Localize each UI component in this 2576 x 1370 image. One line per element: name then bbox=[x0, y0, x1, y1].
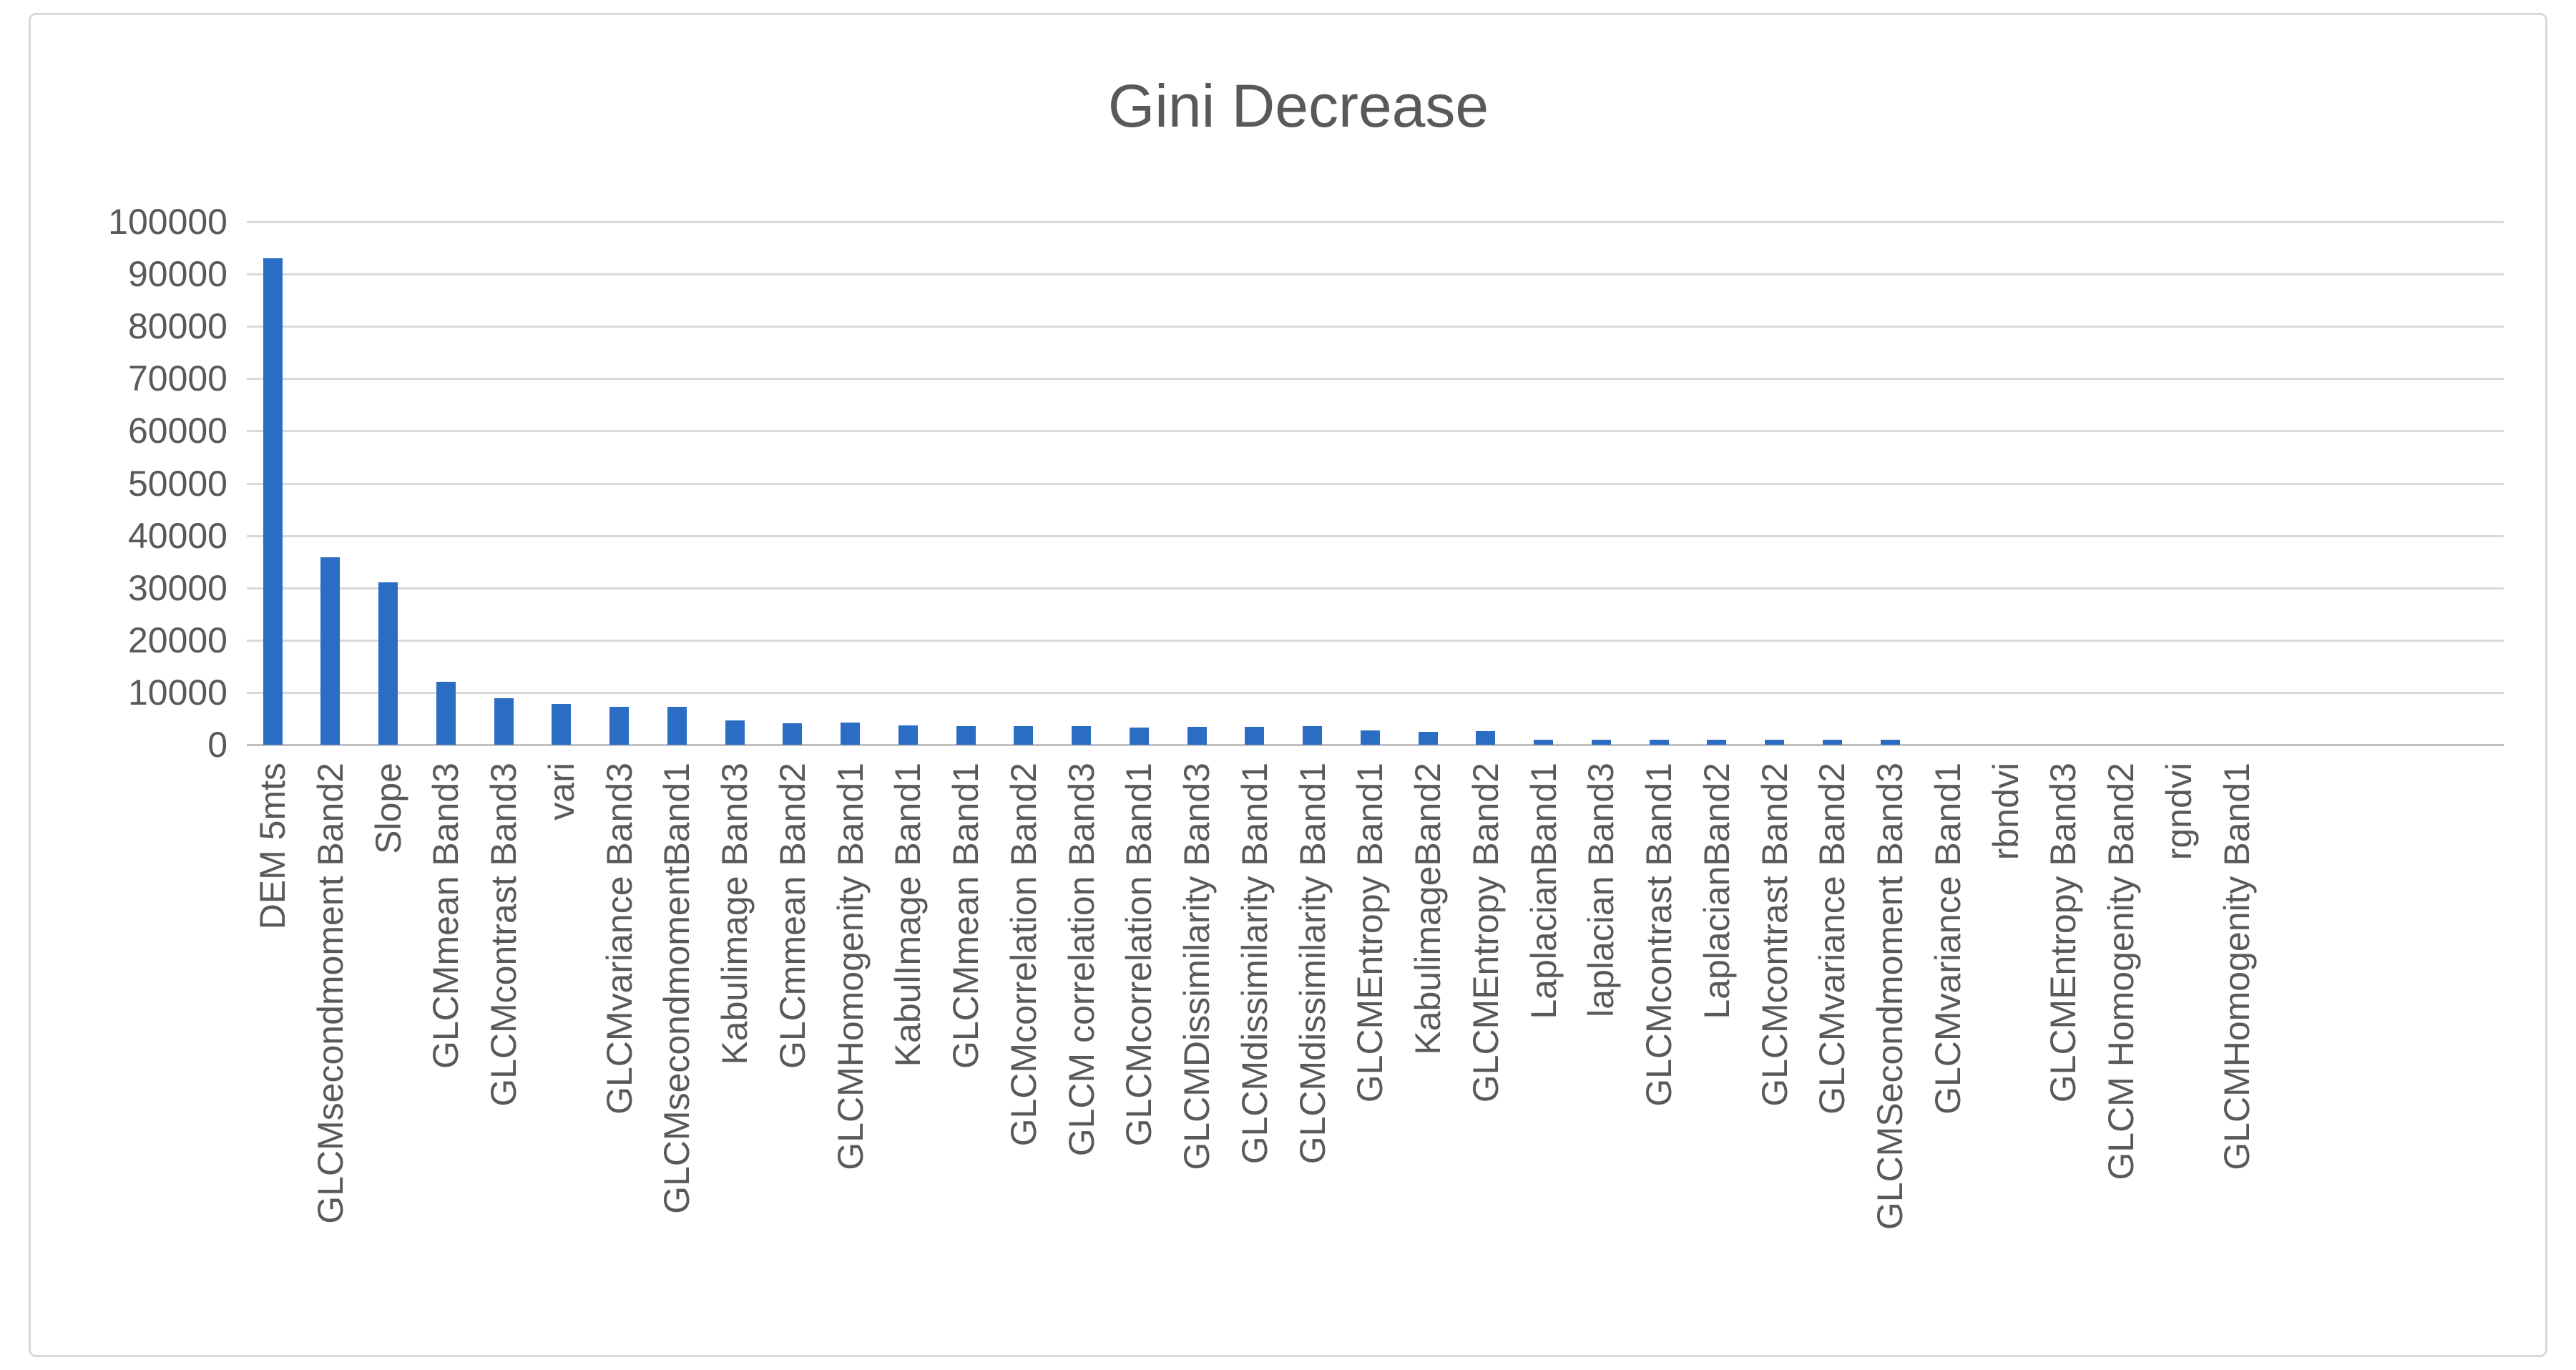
x-axis-category-label: GLCMcontrast Band2 bbox=[1754, 763, 1795, 1107]
x-axis-category-label: KabulimageBand2 bbox=[1408, 763, 1448, 1055]
y-axis-tick-label: 30000 bbox=[127, 567, 227, 608]
bar bbox=[1360, 730, 1380, 745]
y-axis-tick-label: 90000 bbox=[127, 254, 227, 295]
bar bbox=[956, 726, 976, 745]
bar bbox=[1245, 727, 1265, 745]
x-axis-category-label: laplacian Band3 bbox=[1581, 763, 1622, 1017]
x-axis-category-label: GLCMDissimilarity Band3 bbox=[1177, 763, 1217, 1170]
bar bbox=[1880, 740, 1900, 745]
bar bbox=[1649, 739, 1669, 745]
x-axis-category-label: GLCMHomogenity Band1 bbox=[830, 763, 871, 1170]
bar bbox=[1014, 726, 1034, 745]
y-axis-tick-label: 100000 bbox=[108, 202, 227, 242]
bar bbox=[898, 725, 918, 745]
x-axis-category-label: GLCMEntropy Band1 bbox=[1350, 763, 1391, 1103]
x-axis-category-label: rgndvi bbox=[2158, 763, 2199, 861]
x-axis-category-label: GLCMcorrelation Band2 bbox=[1003, 763, 1044, 1147]
x-axis-category-label: GLCMmean Band1 bbox=[946, 763, 986, 1070]
y-gridline bbox=[247, 273, 2504, 276]
y-axis-tick-label: 80000 bbox=[127, 306, 227, 347]
x-axis-category-label: GLCMEntropy Band3 bbox=[2043, 763, 2084, 1103]
x-axis-category-label: GLCM Homogenity Band2 bbox=[2101, 763, 2141, 1180]
bar bbox=[1707, 740, 1727, 745]
y-axis-tick-label: 0 bbox=[207, 725, 227, 765]
x-axis-category-label: GLCMdissimilarity Band1 bbox=[1292, 763, 1333, 1165]
y-gridline bbox=[247, 534, 2504, 537]
x-axis-line bbox=[247, 744, 2504, 746]
bar bbox=[1129, 727, 1149, 745]
x-axis-category-label: GLCMsecondmoment Band2 bbox=[310, 763, 351, 1224]
x-axis-category-label: GLCMvariance Band1 bbox=[1927, 763, 1968, 1115]
x-axis-category-label: GLCMdissimilarity Band1 bbox=[1234, 763, 1275, 1165]
bar bbox=[1534, 739, 1553, 745]
y-axis-tick-label: 20000 bbox=[127, 620, 227, 660]
x-axis-category-label: GLCmmean Band2 bbox=[772, 763, 813, 1070]
x-axis-category-label: GLCMcontrast Band3 bbox=[484, 763, 524, 1107]
chart-title: Gini Decrease bbox=[1107, 72, 1489, 140]
x-axis-category-label: GLCMcorrelation Band1 bbox=[1119, 763, 1160, 1147]
bar bbox=[494, 698, 514, 745]
y-gridline bbox=[247, 430, 2504, 433]
bar bbox=[552, 703, 572, 745]
bar bbox=[1765, 739, 1784, 745]
bar bbox=[667, 707, 687, 745]
x-axis-category-label: rbndvi bbox=[1985, 763, 2026, 861]
bar bbox=[841, 723, 860, 745]
bar bbox=[1072, 725, 1091, 745]
y-gridline bbox=[247, 378, 2504, 381]
bar bbox=[725, 720, 745, 745]
y-axis-tick-label: 60000 bbox=[127, 411, 227, 451]
bar bbox=[378, 582, 398, 745]
bar bbox=[320, 557, 341, 745]
y-gridline bbox=[247, 326, 2504, 328]
x-axis-category-label: KabulImage Band1 bbox=[888, 763, 929, 1067]
bar bbox=[609, 707, 629, 745]
y-axis-tick-label: 50000 bbox=[127, 463, 227, 504]
x-axis-category-label: DEM 5mts bbox=[253, 763, 293, 930]
x-axis-category-label: GLCMcontrast Band1 bbox=[1639, 763, 1679, 1107]
bar bbox=[1591, 740, 1611, 745]
bar bbox=[1187, 727, 1207, 745]
x-axis-category-label: LaplacianBand1 bbox=[1523, 763, 1564, 1019]
x-axis-category-label: Kabulimage Band3 bbox=[715, 763, 755, 1065]
y-gridline bbox=[247, 691, 2504, 694]
x-axis-category-label: GLCMvariance Band2 bbox=[1812, 763, 1853, 1115]
x-axis-category-label: Slope bbox=[368, 763, 408, 854]
bar bbox=[263, 258, 283, 745]
y-axis-tick-label: 70000 bbox=[127, 358, 227, 399]
chart-frame-border bbox=[29, 13, 2547, 1357]
x-axis-category-label: GLCM correlation Band3 bbox=[1061, 763, 1102, 1157]
x-axis-category-label: GLCMHomogenity Band1 bbox=[2216, 763, 2257, 1170]
x-axis-category-label: GLCMvariance Band3 bbox=[599, 763, 640, 1115]
x-axis-category-label: GLCMSecondmoment Band3 bbox=[1870, 763, 1910, 1230]
bar bbox=[1418, 732, 1438, 745]
bar bbox=[1822, 740, 1842, 745]
x-axis-category-label: GLCMEntropy Band2 bbox=[1465, 763, 1506, 1103]
bar bbox=[783, 723, 803, 745]
y-gridline bbox=[247, 639, 2504, 642]
y-gridline bbox=[247, 587, 2504, 589]
bar bbox=[1303, 726, 1322, 745]
y-axis-tick-label: 40000 bbox=[127, 515, 227, 556]
x-axis-category-label: vari bbox=[541, 763, 582, 821]
x-axis-category-label: GLCMmean Band3 bbox=[426, 763, 466, 1070]
y-axis-tick-label: 10000 bbox=[127, 672, 227, 713]
bar bbox=[1476, 730, 1496, 745]
x-axis-category-label: LaplacianBand2 bbox=[1696, 763, 1737, 1019]
y-gridline bbox=[247, 482, 2504, 485]
x-axis-category-label: GLCMsecondmomentBand1 bbox=[657, 763, 697, 1214]
y-gridline bbox=[247, 221, 2504, 223]
bar bbox=[436, 682, 456, 745]
